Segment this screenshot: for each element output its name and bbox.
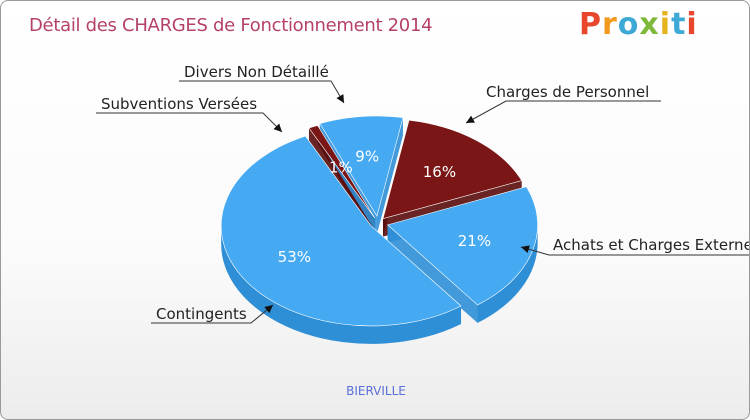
callout-label: Charges de Personnel (486, 83, 649, 101)
pie-slice (319, 115, 404, 217)
callout-line (520, 246, 749, 256)
pie-labels: 16% 21% 53% 1%9% Charges de Personnel Achats … (96, 63, 750, 324)
pie-slice-cut (376, 117, 403, 235)
callout-line (465, 100, 661, 124)
logo-letter: o (617, 7, 640, 42)
callout-arrow (336, 94, 344, 103)
pie-slice-percent: 53% (278, 248, 311, 266)
logo-letter: t (671, 7, 687, 42)
chart-title: Détail des CHARGES de Fonctionnement 201… (29, 15, 433, 36)
pie-slice-side (477, 224, 538, 323)
callout-arrow (466, 115, 475, 123)
proxiti-logo: Proxiti (579, 7, 698, 42)
callout-line (179, 80, 345, 104)
callout-label: Achats et Charges Externes (553, 236, 750, 254)
callout-arrow (264, 305, 273, 314)
pie-slice-percent: 21% (458, 232, 491, 250)
logo-letter: P (579, 7, 602, 42)
pie-slice-cut (387, 224, 478, 323)
callout-line (96, 112, 283, 133)
commune-name: BIERVILLE (346, 384, 406, 398)
callout-label: Subventions Versées (101, 95, 257, 113)
logo-letter: i (686, 7, 698, 42)
logo-letter: i (659, 7, 672, 42)
callout-line (151, 304, 274, 324)
pie-slice-percent: 1% (329, 159, 353, 177)
pie-slice (308, 125, 375, 219)
callout-label: Divers Non Détaillé (184, 63, 329, 81)
pie-slice-side (221, 225, 462, 344)
logo-letter: r (602, 7, 618, 42)
pie-slice-percent: 9% (355, 147, 379, 165)
pie-tops (220, 115, 538, 327)
pie-slice (387, 186, 538, 306)
logo-letter: x (639, 7, 660, 42)
callout-arrow (273, 123, 282, 132)
callout-arrow (521, 245, 530, 254)
callout-label: Contingents (156, 305, 247, 323)
pie-slice (382, 119, 523, 220)
pie-slice (220, 135, 462, 327)
pie-slice-percent: 16% (423, 163, 456, 181)
